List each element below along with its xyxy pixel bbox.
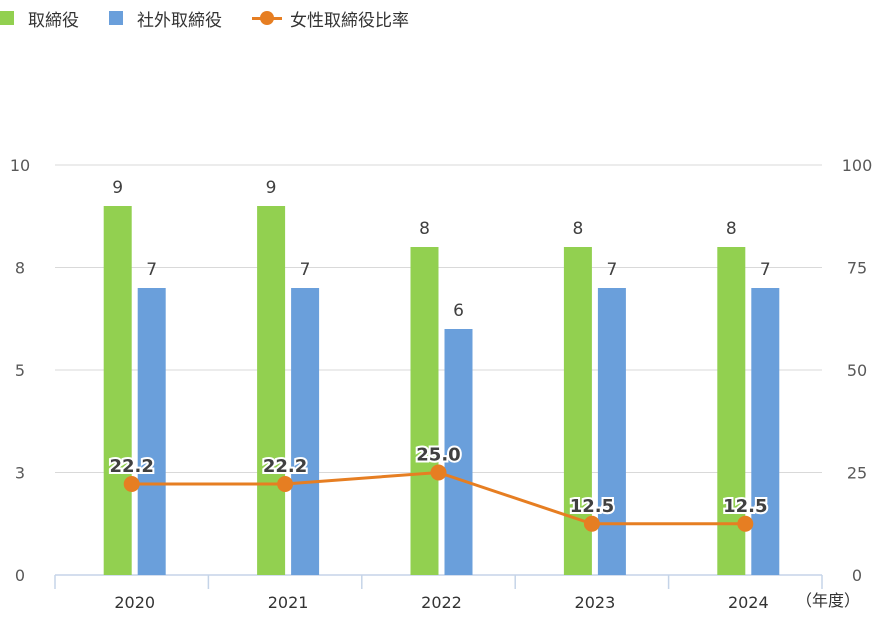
legend: 取締役 社外取締役 女性取締役比率: [0, 6, 439, 31]
bar: [597, 288, 626, 575]
bar: [103, 206, 132, 575]
legend-swatch-directors: [0, 11, 14, 25]
line-point: [583, 515, 600, 532]
line-point: [123, 475, 140, 492]
y-left-tick-label: 10: [10, 156, 30, 175]
legend-label-directors: 取締役: [28, 10, 79, 31]
x-tick-label: 2020: [114, 593, 155, 612]
bar-value-label: 9: [112, 178, 123, 198]
legend-item-directors: 取締役: [0, 6, 79, 31]
legend-swatch-outside-directors: [109, 11, 123, 25]
bar: [410, 247, 439, 575]
line-value-label: 22.2: [109, 456, 153, 477]
x-tick-label: 2022: [421, 593, 462, 612]
bar: [291, 288, 320, 575]
line-point: [737, 515, 754, 532]
bar-value-label: 6: [453, 301, 464, 321]
legend-swatch-female-ratio: [252, 11, 282, 25]
legend-label-female-ratio: 女性取締役比率: [290, 10, 409, 31]
line-point: [430, 464, 447, 481]
y-left-tick-label: 5: [15, 361, 25, 380]
line-value-label: 22.2: [263, 456, 307, 477]
bar-value-label: 7: [760, 260, 771, 280]
y-left-tick-label: 8: [15, 259, 25, 278]
x-tick-label: 2021: [268, 593, 309, 612]
legend-item-female-ratio: 女性取締役比率: [252, 6, 409, 31]
y-left-tick-label: 3: [15, 464, 25, 483]
bar-value-label: 9: [266, 178, 277, 198]
bar-value-label: 7: [300, 260, 311, 280]
bar-value-label: 7: [146, 260, 157, 280]
y-right-tick-label: 50: [847, 361, 867, 380]
y-right-tick-label: 100: [842, 156, 873, 175]
y-right-tick-label: 25: [847, 464, 867, 483]
bar-value-label: 8: [726, 219, 737, 239]
line-value-label: 25.0: [416, 445, 460, 466]
line-value-label: 12.5: [570, 496, 614, 517]
x-tick-label: 2024: [728, 593, 769, 612]
bar: [751, 288, 780, 575]
bar-value-label: 8: [419, 219, 430, 239]
line-point: [277, 475, 294, 492]
x-tick-label: 2023: [575, 593, 616, 612]
bar-value-label: 7: [606, 260, 617, 280]
x-axis-unit: （年度）: [796, 591, 860, 610]
y-right-tick-label: 0: [852, 566, 862, 585]
bar: [444, 329, 473, 575]
bar: [137, 288, 166, 575]
legend-item-outside-directors: 社外取締役: [109, 6, 222, 31]
bar-value-label: 8: [572, 219, 583, 239]
y-right-tick-label: 75: [847, 259, 867, 278]
y-left-tick-label: 0: [15, 566, 25, 585]
bar: [257, 206, 286, 575]
legend-label-outside-directors: 社外取締役: [137, 10, 222, 31]
line-value-label: 12.5: [723, 496, 767, 517]
